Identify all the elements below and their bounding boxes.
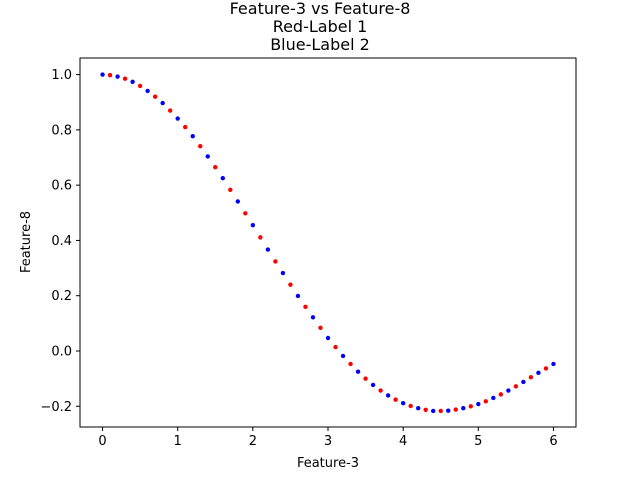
blue-data-point: [431, 408, 436, 414]
blue-data-point: [205, 154, 210, 159]
red-data-point: [408, 403, 413, 409]
red-data-point: [122, 76, 128, 81]
blue-data-point: [325, 335, 331, 341]
red-data-point: [333, 344, 338, 350]
blue-data-point: [400, 401, 406, 406]
blue-data-point: [100, 72, 105, 77]
red-data-point: [468, 404, 473, 409]
blue-data-point: [160, 100, 165, 106]
red-data-point: [543, 366, 549, 371]
blue-data-point: [265, 247, 271, 252]
red-data-point: [167, 108, 173, 113]
blue-data-point: [521, 379, 526, 385]
x-tick-label: 1: [174, 434, 182, 449]
red-data-point: [243, 211, 248, 216]
red-data-point: [228, 187, 233, 193]
y-tick-label: 0.8: [51, 123, 72, 138]
blue-data-point: [340, 353, 346, 359]
blue-data-point: [446, 408, 451, 413]
red-data-point: [378, 388, 383, 393]
red-data-point: [498, 392, 504, 397]
red-data-point: [152, 94, 158, 99]
blue-data-point: [551, 361, 556, 367]
red-data-point: [107, 72, 113, 78]
blue-data-point: [370, 382, 376, 388]
x-tick-label: 5: [474, 434, 482, 449]
red-data-point: [393, 397, 398, 402]
red-data-point: [258, 235, 263, 240]
red-data-point: [273, 259, 278, 264]
red-data-point: [363, 376, 368, 381]
blue-data-point: [250, 223, 256, 228]
blue-data-point: [175, 116, 180, 121]
y-axis-label: Feature-8: [19, 211, 34, 273]
y-tick-label: −0.2: [40, 400, 72, 415]
red-data-point: [528, 375, 534, 380]
red-data-point: [198, 143, 203, 149]
x-tick-label: 0: [98, 434, 106, 449]
blue-data-point: [235, 199, 241, 204]
y-tick-label: 1.0: [51, 68, 72, 83]
blue-data-point: [295, 293, 301, 299]
blue-data-point: [355, 369, 361, 374]
x-tick-label: 3: [324, 434, 332, 449]
blue-data-point: [476, 401, 481, 407]
x-tick-label: 2: [249, 434, 257, 449]
chart-title-line-1: Feature-3 vs Feature-8: [230, 0, 411, 18]
red-data-point: [348, 361, 353, 367]
blue-data-point: [220, 176, 225, 181]
y-tick-label: 0.6: [51, 179, 72, 194]
red-data-point: [513, 384, 519, 389]
blue-data-point: [280, 270, 286, 276]
y-tick-label: 0.0: [51, 344, 72, 359]
red-data-point: [483, 399, 489, 404]
y-tick-label: 0.2: [51, 289, 72, 304]
blue-data-point: [385, 393, 391, 398]
blue-data-point: [130, 79, 135, 84]
blue-data-point: [506, 388, 511, 393]
chart-title-line-2: Red-Label 1: [273, 17, 368, 36]
red-data-point: [137, 83, 143, 89]
blue-data-point: [461, 406, 466, 411]
plot-frame: [79, 57, 577, 428]
red-data-point: [423, 407, 428, 413]
blue-data-point: [115, 74, 120, 79]
red-data-point: [213, 164, 218, 170]
red-data-point: [303, 304, 308, 309]
red-data-point: [318, 325, 323, 330]
x-tick-label: 4: [399, 434, 407, 449]
blue-data-point: [190, 134, 195, 139]
red-data-point: [288, 282, 293, 287]
blue-data-point: [145, 88, 150, 94]
chart-title-line-3: Blue-Label 2: [270, 35, 370, 54]
x-tick-label: 6: [549, 434, 557, 449]
red-data-point: [453, 407, 458, 412]
blue-data-point: [415, 406, 421, 411]
blue-data-point: [491, 395, 496, 401]
blue-data-point: [310, 315, 316, 320]
y-tick-label: 0.4: [51, 234, 72, 249]
x-axis-label: Feature-3: [297, 456, 359, 471]
red-data-point: [183, 124, 188, 130]
red-data-point: [438, 408, 443, 414]
blue-data-point: [536, 370, 541, 376]
